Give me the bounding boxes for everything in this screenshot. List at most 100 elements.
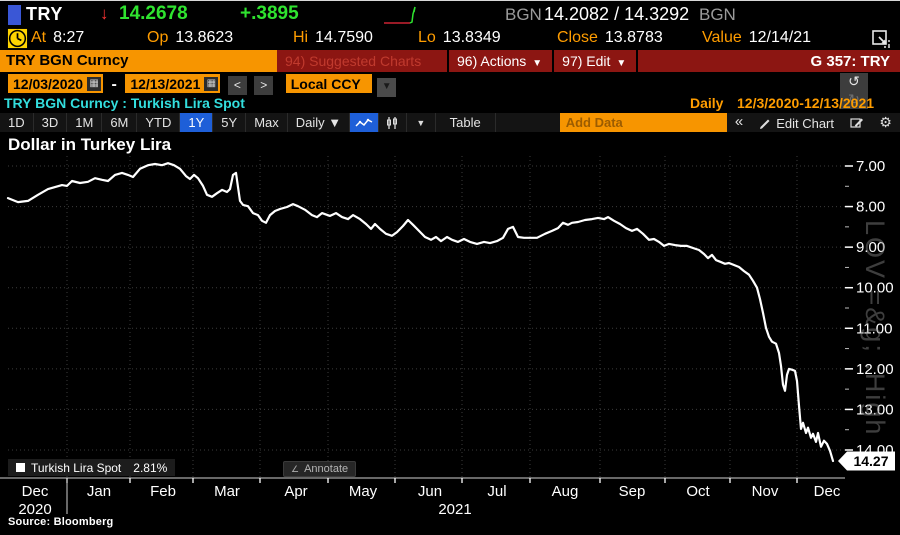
range-prev-button[interactable]: < [227, 75, 247, 95]
edit-chart-button[interactable]: Edit Chart [751, 113, 842, 132]
x-axis-year-label: 2020 [18, 501, 51, 518]
period-max-button[interactable]: Max [246, 113, 288, 132]
date-separator: - [111, 75, 117, 93]
line-chart-icon [355, 118, 373, 127]
x-axis-month-label: Mar [214, 483, 240, 500]
stat-close-label: Close [557, 29, 598, 46]
stat-at-label: At [31, 29, 47, 46]
calendar-icon[interactable]: ▦ [87, 76, 102, 91]
y-axis-label: 13.00 [856, 401, 894, 418]
stat-at: At 8:27 [31, 29, 84, 47]
end-date-value: 12/13/2021 [130, 75, 201, 92]
stat-low-label: Lo [418, 29, 436, 46]
x-axis-month-label: Jul [487, 483, 506, 500]
chart-type-more-button[interactable]: ▼ [407, 113, 436, 132]
end-date-input[interactable]: 12/13/2021 ▦ [125, 74, 221, 93]
security-input[interactable]: TRY BGN Curncy [0, 50, 277, 72]
period-1y-button[interactable]: 1Y [180, 113, 214, 132]
stat-value-value: 12/14/21 [748, 29, 812, 46]
y-axis-label: 11.00 [856, 320, 892, 337]
popout-window-icon[interactable] [869, 28, 893, 50]
stat-open: Op 13.8623 [147, 29, 233, 47]
x-axis-month-label: Aug [552, 483, 579, 500]
function-code: G 357: TRY [810, 53, 890, 70]
edit-chart-label: Edit Chart [776, 116, 834, 131]
annotate-label: Annotate [304, 463, 349, 475]
chart-toolbar: 1D 3D 1M 6M YTD 1Y 5Y Max Daily ▼ ▼ Table Add D… [0, 113, 900, 132]
legend-value: 2.81% [133, 460, 168, 475]
candlestick-icon [387, 116, 398, 129]
stat-close: Close 13.8783 [557, 29, 663, 47]
y-axis-label: 7.00 [856, 158, 885, 175]
edit-menu-button[interactable]: 97) Edit ▼ [554, 50, 639, 72]
range-next-button[interactable]: > [254, 75, 274, 95]
undo-button[interactable]: ↺ [840, 73, 868, 91]
redo-button[interactable]: ↻ [840, 91, 868, 109]
period-6m-button[interactable]: 6M [102, 113, 138, 132]
period-1m-button[interactable]: 1M [67, 113, 103, 132]
source-label: Source: Bloomberg [8, 516, 114, 528]
stat-high-value: 14.7590 [315, 29, 373, 46]
bid-ask-quote: 14.2082 / 14.3292 [544, 4, 690, 24]
x-axis-month-label: May [349, 483, 378, 500]
pricing-source-right: BGN [699, 5, 736, 24]
settings-gear-button[interactable]: ⚙ [879, 114, 892, 130]
stat-at-value: 8:27 [53, 29, 85, 46]
x-axis-month-label: Jun [418, 483, 442, 500]
chart-settings-icon[interactable] [842, 113, 871, 132]
chart-type-line-button[interactable] [350, 113, 379, 132]
stat-low-value: 13.8349 [442, 29, 501, 46]
y-axis-label: 12.00 [856, 361, 894, 378]
actions-label: 96) Actions [457, 53, 527, 69]
axis-watermark: LOV =&g; :High [860, 220, 890, 436]
stat-open-value: 13.8623 [175, 29, 234, 46]
period-3d-button[interactable]: 3D [34, 113, 68, 132]
period-ytd-button[interactable]: YTD [137, 113, 181, 132]
stat-close-value: 13.8783 [604, 29, 663, 46]
legend-swatch [16, 463, 25, 472]
x-axis-month-label: Dec [814, 483, 841, 500]
range-bar: 12/03/2020 ▦ - 12/13/2021 ▦ < > Local CCY … [0, 72, 900, 109]
x-axis-month-label: Sep [619, 483, 646, 500]
start-date-value: 12/03/2020 [13, 75, 84, 92]
chart-title: Dollar in Turkey Lira [8, 135, 172, 154]
ticker-bar: TRY ↓ 14.2678 +.3895 BGN 14.2082 / 14.32… [0, 2, 900, 27]
last-price-tag: 14.27 [838, 451, 895, 471]
frequency-dropdown[interactable]: Daily ▼ [288, 113, 351, 132]
chart-type-candle-button[interactable] [379, 113, 408, 132]
last-price: 14.2678 [119, 3, 188, 24]
start-date-input[interactable]: 12/03/2020 ▦ [8, 74, 104, 93]
price-down-arrow-icon: ↓ [100, 4, 109, 23]
currency-select[interactable]: Local CCY [285, 74, 372, 93]
suggested-charts-button[interactable]: 94) Suggested Charts [277, 50, 449, 72]
chevron-down-icon: ▼ [532, 58, 543, 69]
x-axis-month-label: Apr [284, 483, 307, 500]
y-axis-label: 8.00 [856, 199, 885, 216]
add-data-input[interactable]: Add Data [559, 113, 727, 132]
stat-low: Lo 13.8349 [418, 29, 501, 47]
period-1d-button[interactable]: 1D [0, 113, 34, 132]
calendar-icon[interactable]: ▦ [204, 76, 219, 91]
x-axis-month-label: Jan [87, 483, 111, 500]
chevron-down-icon: ▼ [616, 58, 627, 69]
annotate-button[interactable]: ∠ Annotate [283, 461, 357, 477]
x-axis-month-label: Oct [686, 483, 710, 500]
command-bar: TRY BGN Curncy 94) Suggested Charts 96) … [0, 50, 900, 72]
pencil-icon [760, 119, 770, 129]
stat-value-date: Value 12/14/21 [702, 29, 811, 47]
x-axis-month-label: Dec [22, 483, 49, 500]
table-button[interactable]: Table [436, 113, 496, 132]
actions-menu-button[interactable]: 96) Actions ▼ [449, 50, 555, 72]
period-5y-button[interactable]: 5Y [213, 113, 247, 132]
edit-chart-settings-icon [849, 117, 863, 128]
legend[interactable]: Turkish Lira Spot 2.81% [8, 459, 176, 476]
subtitle-bar: TRY BGN Curncy : Turkish Lira Spot Daily… [0, 95, 900, 113]
price-chart[interactable]: 7.008.009.0010.0011.0012.0013.0014.00LOV… [0, 132, 900, 535]
security-color-chip [8, 5, 21, 25]
price-change: +.3895 [240, 3, 299, 24]
currency-value: Local CCY [290, 75, 361, 92]
frequency-label: Daily [690, 95, 724, 111]
collapse-panel-button[interactable]: « [734, 113, 744, 130]
currency-dropdown-caret[interactable]: ▼ [377, 77, 397, 97]
